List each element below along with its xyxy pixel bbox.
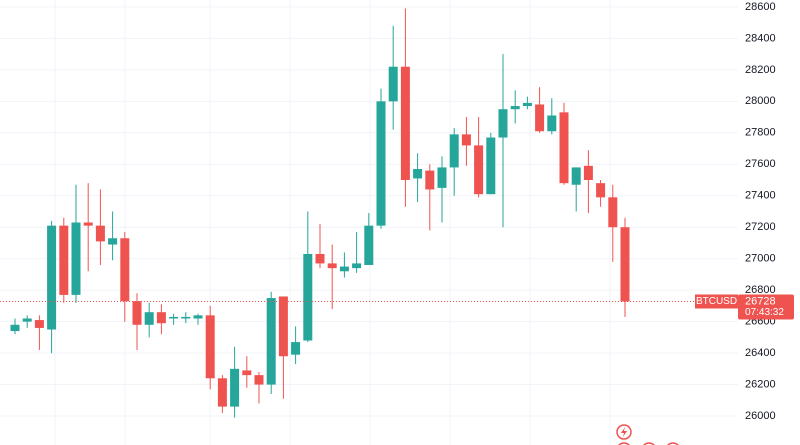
candle-body: [266, 298, 276, 385]
y-tick-label: 27800: [745, 127, 776, 139]
candle-body: [95, 225, 105, 242]
y-tick-label: 28000: [745, 95, 776, 107]
candle-body: [583, 165, 593, 181]
candle-body: [608, 197, 618, 228]
y-tick-label: 26800: [745, 284, 776, 296]
candle-body: [571, 167, 581, 185]
y-tick-label: 28400: [745, 32, 776, 44]
candle-body: [437, 167, 447, 188]
y-tick-label: 26000: [745, 410, 776, 422]
candle-body: [71, 222, 81, 295]
candle-body: [364, 225, 374, 265]
candle-body: [388, 66, 398, 102]
candle-body: [535, 104, 545, 132]
price-box: [738, 294, 794, 320]
y-tick-label: 27400: [745, 190, 776, 202]
candle-body: [425, 170, 435, 190]
lightning-glyph: [621, 427, 627, 437]
candle-body: [559, 112, 569, 184]
candle-body: [303, 253, 313, 341]
symbol-label: BTCUSD: [696, 296, 737, 307]
candle-body: [156, 312, 166, 324]
candle-body: [327, 263, 337, 269]
y-tick-label: 27000: [745, 253, 776, 265]
candle-body: [352, 263, 362, 269]
candle-body: [59, 225, 69, 295]
event-icon[interactable]: [617, 442, 631, 445]
candle-body: [596, 183, 606, 198]
candle-body: [10, 324, 20, 332]
candle-body: [108, 238, 118, 245]
candle-body: [547, 115, 557, 132]
candle-body: [400, 66, 410, 181]
y-tick-label: 27600: [745, 158, 776, 170]
symbol-box: [695, 294, 738, 309]
candle-body: [169, 316, 179, 319]
candle-body: [230, 368, 240, 407]
y-tick-label: 26400: [745, 347, 776, 359]
candle-body: [498, 109, 508, 138]
candle-body: [181, 316, 191, 319]
candle-body: [83, 222, 93, 226]
candle-body: [132, 301, 142, 325]
candle-body: [413, 168, 423, 179]
candle-body: [254, 375, 264, 385]
candle-body: [22, 318, 32, 322]
candle-body: [461, 134, 471, 146]
candle-body: [620, 227, 630, 302]
price-time: 07:43:32: [745, 307, 784, 318]
candle-body: [339, 266, 349, 272]
candle-body: [474, 145, 484, 195]
candle-body: [193, 315, 203, 319]
price-value: 26728: [745, 295, 776, 307]
y-tick-label: 28600: [745, 1, 776, 13]
candle-body: [376, 101, 386, 226]
candle-body: [205, 315, 215, 379]
toolbar-icons: [616, 424, 680, 445]
candle-body: [217, 378, 227, 407]
y-tick-label: 28200: [745, 64, 776, 76]
y-tick-label: 27200: [745, 221, 776, 233]
candle-body: [449, 134, 459, 168]
candle-body: [486, 137, 496, 195]
candle-body: [315, 253, 325, 264]
event-icon[interactable]: [642, 442, 656, 445]
candle-body: [242, 370, 252, 376]
candle-body: [120, 238, 130, 302]
candle-body: [291, 342, 301, 355]
candle-body: [34, 320, 44, 328]
candle-body: [144, 312, 154, 325]
y-tick-label: 26200: [745, 378, 776, 390]
candle-body: [510, 106, 520, 110]
candle-body: [522, 102, 532, 107]
candle-body: [47, 225, 57, 330]
candle-body: [278, 296, 288, 357]
event-icon[interactable]: [666, 442, 680, 445]
